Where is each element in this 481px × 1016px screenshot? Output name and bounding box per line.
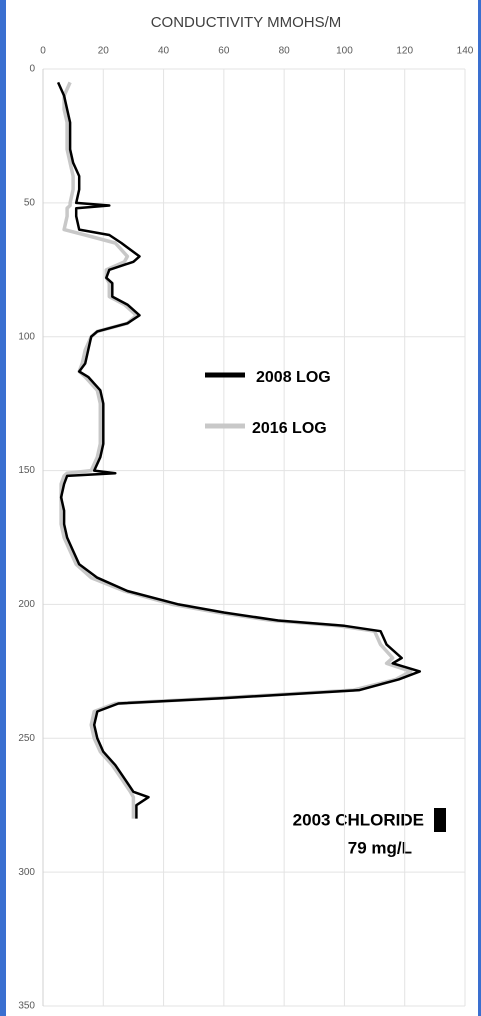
y-tick-label: 0 bbox=[29, 64, 35, 75]
annotation: 79 mg/L bbox=[348, 838, 412, 857]
x-tick-label: 20 bbox=[98, 46, 110, 57]
y-tick-label: 150 bbox=[18, 465, 35, 476]
y-tick-label: 300 bbox=[18, 867, 35, 878]
x-tick-label: 0 bbox=[40, 46, 46, 57]
chart-title: CONDUCTIVITY MMOHS/M bbox=[151, 14, 342, 31]
y-tick-label: 50 bbox=[24, 197, 36, 208]
x-tick-label: 120 bbox=[396, 46, 413, 57]
y-tick-label: 350 bbox=[18, 1001, 35, 1012]
x-tick-label: 100 bbox=[336, 46, 353, 57]
y-tick-label: 100 bbox=[18, 331, 35, 342]
annotation: 2003 CHLORIDE bbox=[293, 810, 424, 829]
x-tick-label: 140 bbox=[457, 46, 474, 57]
frame-left bbox=[0, 0, 6, 1016]
x-tick-label: 40 bbox=[158, 46, 170, 57]
y-tick-label: 200 bbox=[18, 599, 35, 610]
legend-label: 2008 LOG bbox=[256, 369, 331, 386]
legend-label: 2016 LOG bbox=[252, 420, 327, 437]
series-line bbox=[56, 81, 422, 819]
y-tick-label: 250 bbox=[18, 733, 35, 744]
frame-right bbox=[478, 0, 481, 1016]
x-tick-label: 60 bbox=[218, 46, 230, 57]
x-tick-label: 80 bbox=[279, 46, 291, 57]
annotation-marker bbox=[434, 808, 446, 832]
